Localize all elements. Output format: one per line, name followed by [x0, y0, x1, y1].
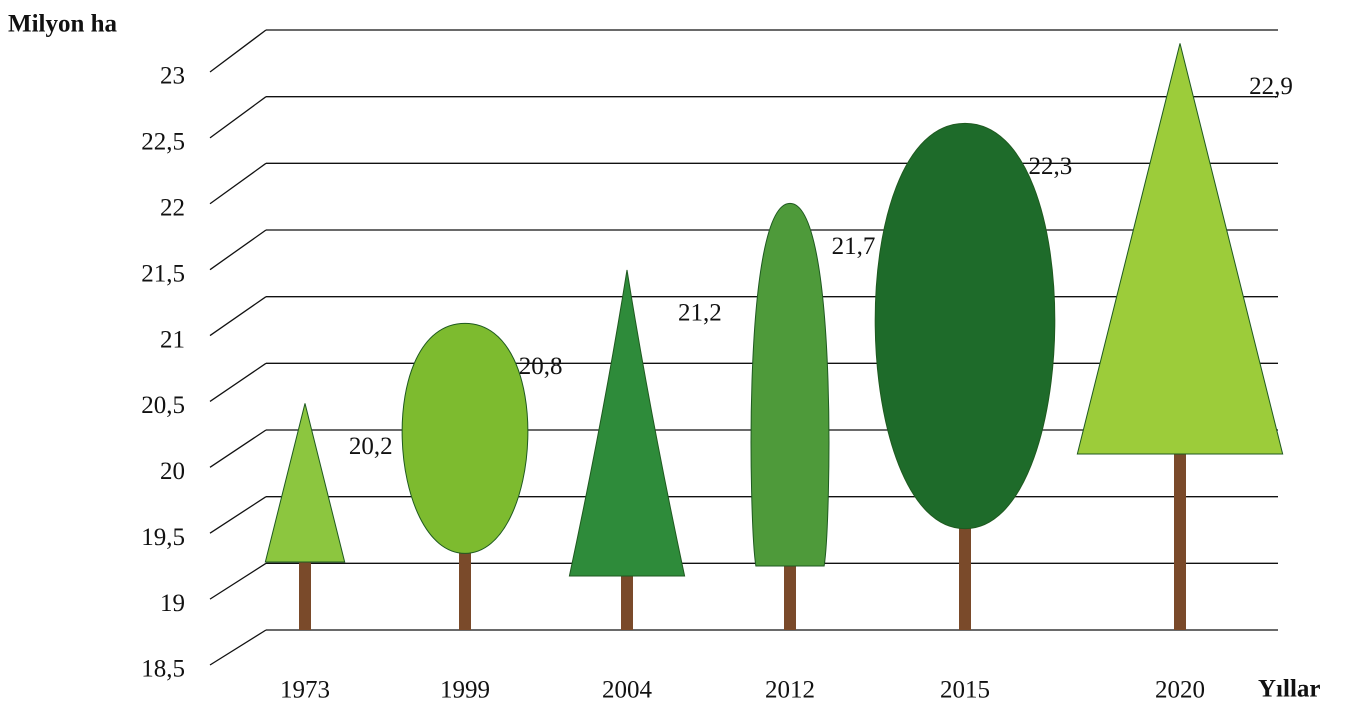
y-tick-label: 21,5: [141, 260, 185, 287]
y-tick-label: 19,5: [141, 524, 185, 551]
value-label: 22,9: [1249, 73, 1293, 100]
value-label: 20,2: [349, 433, 393, 460]
tree: [875, 123, 1055, 630]
y-tick-label: 23: [160, 63, 185, 90]
value-label: 21,7: [832, 233, 876, 260]
grid-diagonal: [210, 363, 266, 401]
x-tick-label: 1999: [440, 677, 490, 704]
grid-diagonal: [210, 430, 266, 467]
grid-diagonal: [210, 563, 266, 599]
tree: [1077, 43, 1282, 630]
y-tick-label: 18,5: [141, 656, 185, 683]
x-tick-label: 2004: [602, 677, 653, 704]
y-axis-title: Milyon ha: [8, 11, 118, 38]
grid-diagonal: [210, 630, 266, 665]
grid-diagonal: [210, 497, 266, 534]
tree: [402, 323, 528, 630]
chart: Milyon ha Yıllar 18,5 19 19,5 20 20,5 21 21,5 2…: [0, 0, 1353, 711]
tree-crown: [265, 403, 344, 562]
x-tick-label: 2012: [765, 677, 815, 704]
tree-crown: [875, 123, 1055, 528]
value-label: 22,3: [1028, 153, 1072, 180]
y-tick-label: 22,5: [141, 129, 185, 156]
x-axis-title: Yıllar: [1258, 676, 1321, 703]
tree-crown: [569, 270, 684, 576]
x-tick-label: 2015: [940, 677, 990, 704]
value-label: 20,8: [519, 353, 563, 380]
tree-crown: [751, 203, 829, 566]
tree: [569, 270, 684, 630]
y-tick-label: 21: [160, 326, 185, 353]
y-tick-label: 19: [160, 590, 185, 617]
grid-diagonal: [210, 163, 266, 203]
tree-crown: [1077, 43, 1282, 454]
tree: [751, 203, 829, 630]
grid-diagonal: [210, 297, 266, 336]
y-tick-label: 22: [160, 195, 185, 222]
tree-trunk: [1174, 434, 1186, 630]
x-tick-label: 2020: [1155, 677, 1205, 704]
grid-diagonal: [210, 97, 266, 138]
value-label: 21,2: [678, 300, 722, 327]
grid-diagonal: [210, 30, 266, 72]
x-tick-label: 1973: [280, 677, 330, 704]
grid-diagonal: [210, 230, 266, 270]
y-tick-label: 20: [160, 458, 185, 485]
tree-crown: [402, 323, 528, 553]
y-tick-label: 20,5: [141, 392, 185, 419]
tree: [265, 403, 344, 630]
